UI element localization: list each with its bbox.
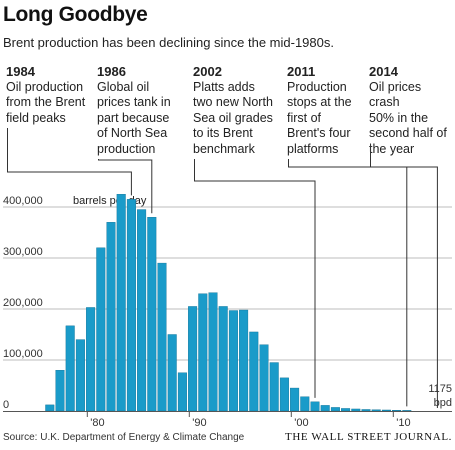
annotation-line: 50% in the [369, 110, 429, 125]
bar-1994 [228, 310, 238, 412]
bar-2001 [300, 396, 310, 412]
bar-1979 [75, 339, 85, 412]
bar-2006 [351, 408, 361, 412]
annotation-line: Oil production [6, 79, 84, 94]
y-tick-label: 100,000 [3, 348, 43, 360]
bar-2004 [330, 407, 340, 412]
annotation-year: 1986 [97, 64, 126, 79]
annotation-line: production [97, 141, 156, 156]
annotation-line: Oil prices crash [369, 79, 422, 110]
annotation-leader-line [288, 159, 408, 407]
end-value-label: 1175 [428, 383, 452, 395]
bar-1992 [208, 292, 218, 412]
annotation-line: two new North [193, 95, 273, 109]
annotation-line: second half of [369, 126, 447, 140]
publisher-credit: THE WALL STREET JOURNAL. [285, 431, 452, 443]
annotation-year: 2002 [193, 64, 222, 79]
annotation-2002: 2002 Platts adds two new North Sea oil g… [193, 64, 273, 157]
bar-1993 [218, 306, 228, 412]
annotation-1986: 1986 Global oil prices tank in part beca… [97, 64, 171, 157]
bar-1982 [106, 222, 116, 412]
bar-1980 [86, 307, 96, 412]
bar-1996 [249, 331, 259, 412]
annotation-line: Sea oil grades [193, 110, 273, 125]
annotation-2014: 2014 Oil prices crash 50% in the second … [369, 64, 455, 157]
annotation-line: stops at the [287, 95, 352, 109]
y-tick-label: 0 [3, 399, 9, 411]
annotation-line: of North Sea [97, 126, 168, 140]
bar-2011 [402, 410, 412, 412]
bar-1983 [116, 194, 126, 412]
annotation-line: prices tank in [97, 95, 171, 109]
annotation-year: 2014 [369, 64, 398, 79]
annotation-line: part because [97, 110, 170, 125]
bar-1976 [45, 404, 55, 412]
page-title: Long Goodbye [3, 3, 148, 26]
annotation-year: 2011 [287, 64, 316, 79]
bar-2002 [310, 401, 320, 412]
bar-1989 [177, 372, 187, 412]
annotation-line: field peaks [6, 110, 66, 125]
bar-1990 [188, 306, 198, 412]
bar-2003 [320, 405, 330, 412]
annotation-line: Platts adds [193, 79, 255, 94]
bar-1988 [167, 334, 177, 412]
x-tick-label: '80 [90, 417, 104, 429]
annotation-line: platforms [287, 141, 339, 156]
annotation-line: Brent's four [287, 126, 351, 140]
annotation-leader-line [194, 159, 316, 398]
annotation-2011: 2011 Production stops at the first of Br… [287, 64, 352, 157]
bar-2005 [341, 408, 351, 412]
bar-1981 [96, 247, 106, 412]
annotation-line: to its Brent [193, 126, 253, 140]
bar-1987 [157, 262, 167, 412]
end-unit-label: bpd [434, 397, 452, 409]
bar-2009 [381, 409, 391, 412]
annotation-leader-line [7, 128, 132, 196]
bar-2007 [361, 409, 371, 412]
annotation-leader-line [98, 159, 153, 214]
bar-2010 [392, 410, 402, 412]
bar-1995 [239, 309, 249, 412]
bar-1998 [269, 362, 279, 412]
annotation-leader-line [370, 143, 438, 408]
subtitle: Brent production has been declining sinc… [3, 35, 334, 50]
y-tick-label: 300,000 [3, 246, 43, 258]
x-tick-label: '00 [294, 417, 308, 429]
bar-1984 [126, 199, 136, 412]
annotation-line: the year [369, 141, 415, 156]
y-tick-label: 400,000 [3, 195, 43, 207]
bar-1999 [279, 377, 289, 412]
x-tick-label: '90 [192, 417, 206, 429]
annotation-line: first of [287, 110, 322, 125]
annotation-line: from the Brent [6, 95, 86, 109]
bar-1978 [65, 325, 75, 412]
annotation-1984: 1984 Oil production from the Brent field… [6, 64, 85, 126]
bar-1991 [198, 293, 208, 412]
y-tick-label: 200,000 [3, 297, 43, 309]
bar-1997 [259, 344, 269, 412]
bar-2008 [371, 409, 381, 412]
x-tick-label: '10 [396, 417, 410, 429]
bar-1977 [55, 370, 65, 412]
bar-1986 [147, 216, 157, 412]
annotation-line: Production [287, 79, 347, 94]
bar-2000 [290, 387, 300, 412]
annotation-year: 1984 [6, 64, 35, 79]
source-note: Source: U.K. Department of Energy & Clim… [3, 432, 245, 443]
annotation-line: benchmark [193, 141, 255, 156]
annotation-line: Global oil [97, 79, 150, 94]
bar-1985 [137, 209, 147, 412]
